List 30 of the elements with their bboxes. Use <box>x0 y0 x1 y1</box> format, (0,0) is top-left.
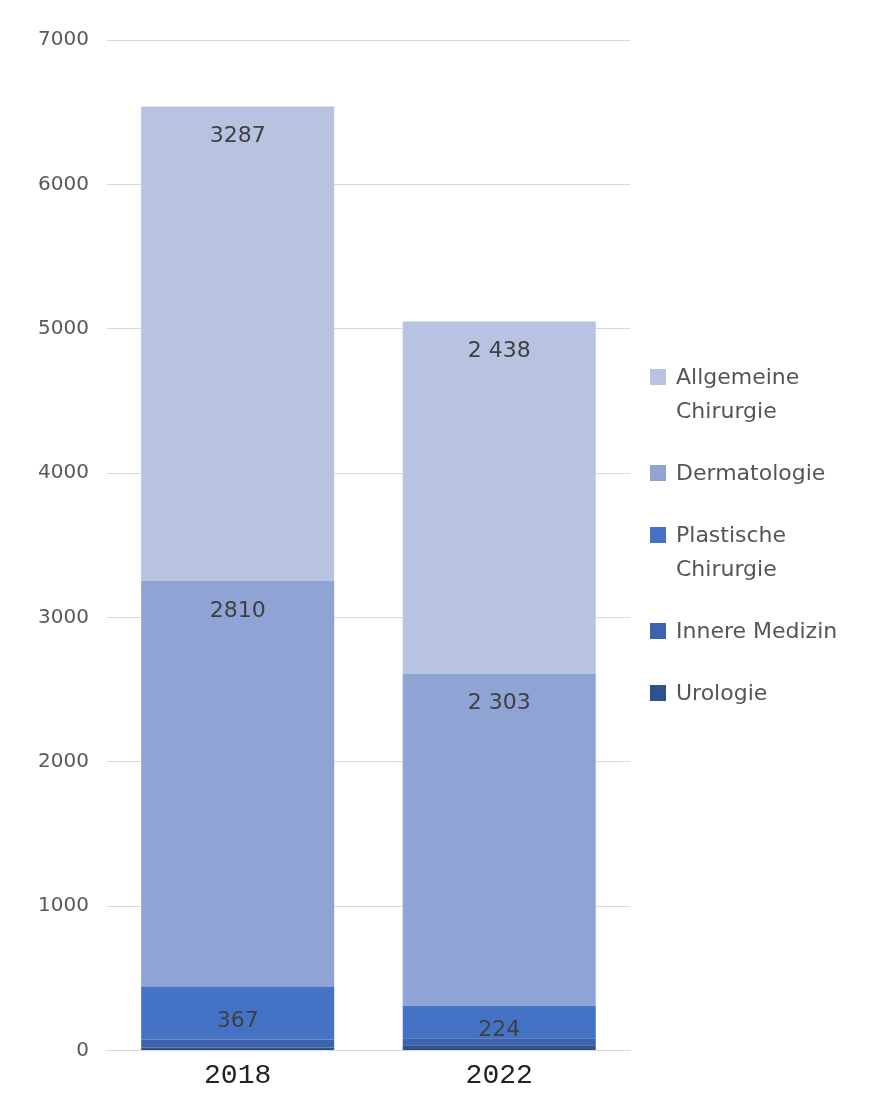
bar <box>141 986 335 1040</box>
x-tick-label: 2022 <box>465 1059 533 1091</box>
data-label: 2 303 <box>467 689 531 715</box>
y-tick-label: 4000 <box>37 459 89 484</box>
bar <box>402 321 596 674</box>
bar <box>141 581 335 987</box>
bar <box>402 1038 596 1046</box>
legend-label: Innere Medizin <box>676 617 838 645</box>
y-tick-label: 0 <box>76 1036 89 1061</box>
x-tick-label: 2018 <box>204 1059 272 1091</box>
data-label: 3287 <box>209 122 266 148</box>
y-tick-label: 5000 <box>37 314 89 339</box>
y-tick-label: 1000 <box>37 892 89 917</box>
bar <box>402 673 596 1006</box>
data-label: 2 438 <box>467 337 531 363</box>
y-tick-label: 7000 <box>37 26 89 51</box>
y-tick-label: 2000 <box>37 747 89 772</box>
bar <box>141 106 335 581</box>
data-label: 367 <box>216 1006 259 1032</box>
data-label: 224 <box>478 1015 521 1041</box>
y-tick-label: 6000 <box>37 170 89 195</box>
legend-label: Urologie <box>676 679 768 707</box>
legend-label: Allgemeine Chirurgie <box>676 363 801 425</box>
bar <box>141 1039 335 1048</box>
legend-label: Dermatologie <box>676 459 826 487</box>
bar <box>402 1005 596 1039</box>
bar <box>402 1045 596 1050</box>
data-label: 2810 <box>209 596 266 622</box>
y-tick-label: 3000 <box>37 603 89 628</box>
legend-label: Plastische Chirurgie <box>676 521 788 583</box>
